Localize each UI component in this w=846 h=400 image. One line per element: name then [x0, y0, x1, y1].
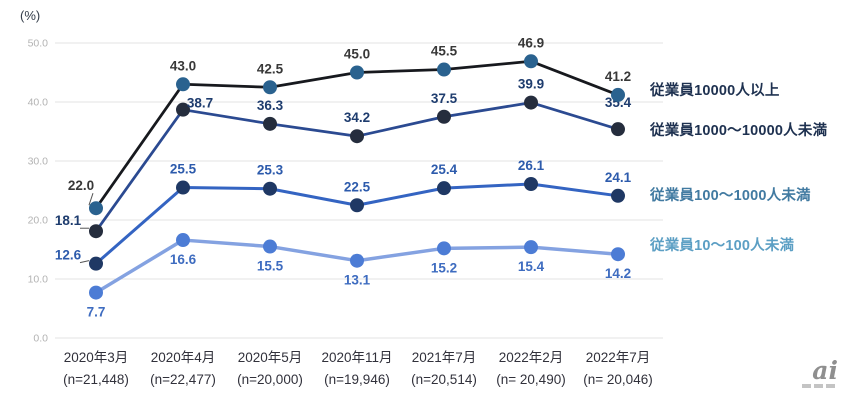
x-axis-sample-size-label: (n=19,946)	[324, 372, 390, 387]
x-axis-period-label: 2022年7月	[586, 350, 651, 365]
label-leader-line	[79, 260, 90, 264]
data-point-marker	[263, 116, 277, 131]
data-point-marker	[524, 54, 538, 69]
data-point-marker	[611, 247, 625, 262]
data-point-label: 38.7	[187, 96, 213, 111]
data-point-marker	[263, 239, 277, 254]
data-point-marker	[263, 80, 277, 95]
data-point-label: 7.7	[87, 305, 106, 320]
data-point-label: 22.5	[344, 179, 371, 194]
data-point-label: 25.5	[170, 162, 197, 177]
data-point-marker	[437, 181, 451, 196]
data-point-label: 24.1	[605, 170, 632, 185]
y-axis-tick-label: 0.0	[33, 333, 48, 345]
data-point-marker	[611, 188, 625, 203]
data-point-label: 45.0	[344, 47, 370, 62]
legend-item-employees-1000-10000: 従業員1000～10000人未満	[650, 123, 828, 139]
x-axis-period-label: 2020年3月	[64, 350, 129, 365]
data-point-marker	[176, 180, 190, 195]
legend: 従業員10000人以上 従業員1000～10000人未満 従業員100～1000…	[650, 0, 846, 400]
x-axis-sample-size-label: (n= 20,046)	[583, 372, 652, 387]
data-point-label: 34.2	[344, 110, 370, 125]
x-axis-sample-size-label: (n= 20,490)	[496, 372, 565, 387]
data-point-label: 39.9	[518, 77, 544, 92]
data-point-marker	[350, 129, 364, 144]
data-point-marker	[350, 253, 364, 268]
data-point-label: 15.2	[431, 260, 457, 275]
data-point-label: 36.3	[257, 98, 284, 113]
label-leader-line	[88, 193, 94, 206]
x-axis-period-label: 2020年4月	[151, 350, 216, 365]
data-point-label: 41.2	[605, 69, 631, 84]
x-axis-period-label: 2021年7月	[412, 350, 477, 365]
brand-logo-text: ai	[812, 356, 838, 385]
x-axis-period-label: 2020年11月	[321, 350, 392, 365]
data-point-marker	[611, 87, 625, 102]
legend-item-employees-100-1000: 従業員100～1000人未満	[650, 188, 811, 204]
y-axis-tick-label: 20.0	[28, 215, 49, 227]
data-point-marker	[176, 233, 190, 248]
data-point-marker	[176, 102, 190, 117]
x-axis-period-label: 2022年2月	[499, 350, 564, 365]
data-point-label: 15.5	[257, 259, 284, 274]
data-point-label: 43.0	[170, 58, 196, 73]
data-point-marker	[89, 224, 103, 239]
legend-item-employees-10000-plus: 従業員10000人以上	[650, 83, 780, 99]
data-point-marker	[437, 109, 451, 124]
data-point-label: 37.5	[431, 91, 458, 106]
data-point-label: 45.5	[431, 44, 458, 59]
data-point-marker	[263, 181, 277, 196]
data-point-marker	[89, 256, 103, 271]
data-point-marker	[524, 177, 538, 192]
y-axis-tick-label: 10.0	[28, 274, 49, 286]
data-point-marker	[350, 65, 364, 80]
data-point-marker	[524, 95, 538, 110]
data-point-label: 13.1	[344, 273, 371, 288]
data-point-label: 35.4	[605, 95, 632, 110]
data-point-marker	[176, 77, 190, 92]
data-point-marker	[437, 241, 451, 256]
data-point-label: 46.9	[518, 35, 544, 50]
data-point-label: 42.5	[257, 61, 284, 76]
data-point-marker	[611, 122, 625, 137]
data-point-label: 15.4	[518, 259, 545, 274]
data-point-marker	[350, 198, 364, 213]
brand-logo-tagline	[802, 384, 838, 388]
x-axis-sample-size-label: (n=22,477)	[150, 372, 216, 387]
data-point-label: 25.4	[431, 162, 458, 177]
y-axis-tick-label: 30.0	[28, 156, 49, 168]
data-point-label: 14.2	[605, 266, 631, 281]
y-axis-tick-label: 40.0	[28, 97, 49, 109]
data-point-label: 22.0	[68, 178, 94, 193]
data-point-label: 26.1	[518, 158, 545, 173]
data-point-label: 25.3	[257, 163, 284, 178]
data-point-label: 18.1	[55, 213, 82, 228]
y-axis-tick-label: 50.0	[28, 38, 49, 50]
x-axis-sample-size-label: (n=20,000)	[237, 372, 303, 387]
data-point-label: 16.6	[170, 252, 197, 267]
data-point-marker	[89, 285, 103, 300]
data-point-marker	[524, 240, 538, 255]
x-axis-sample-size-label: (n=20,514)	[411, 372, 477, 387]
brand-logo: ai	[798, 358, 838, 388]
y-axis-unit-label: (%)	[20, 8, 40, 23]
x-axis-period-label: 2020年5月	[238, 350, 303, 365]
data-point-marker	[437, 62, 451, 77]
data-point-marker	[89, 201, 103, 216]
x-axis-sample-size-label: (n=21,448)	[63, 372, 129, 387]
legend-item-employees-10-100: 従業員10～100人未満	[650, 238, 795, 254]
data-point-label: 12.6	[55, 248, 82, 263]
